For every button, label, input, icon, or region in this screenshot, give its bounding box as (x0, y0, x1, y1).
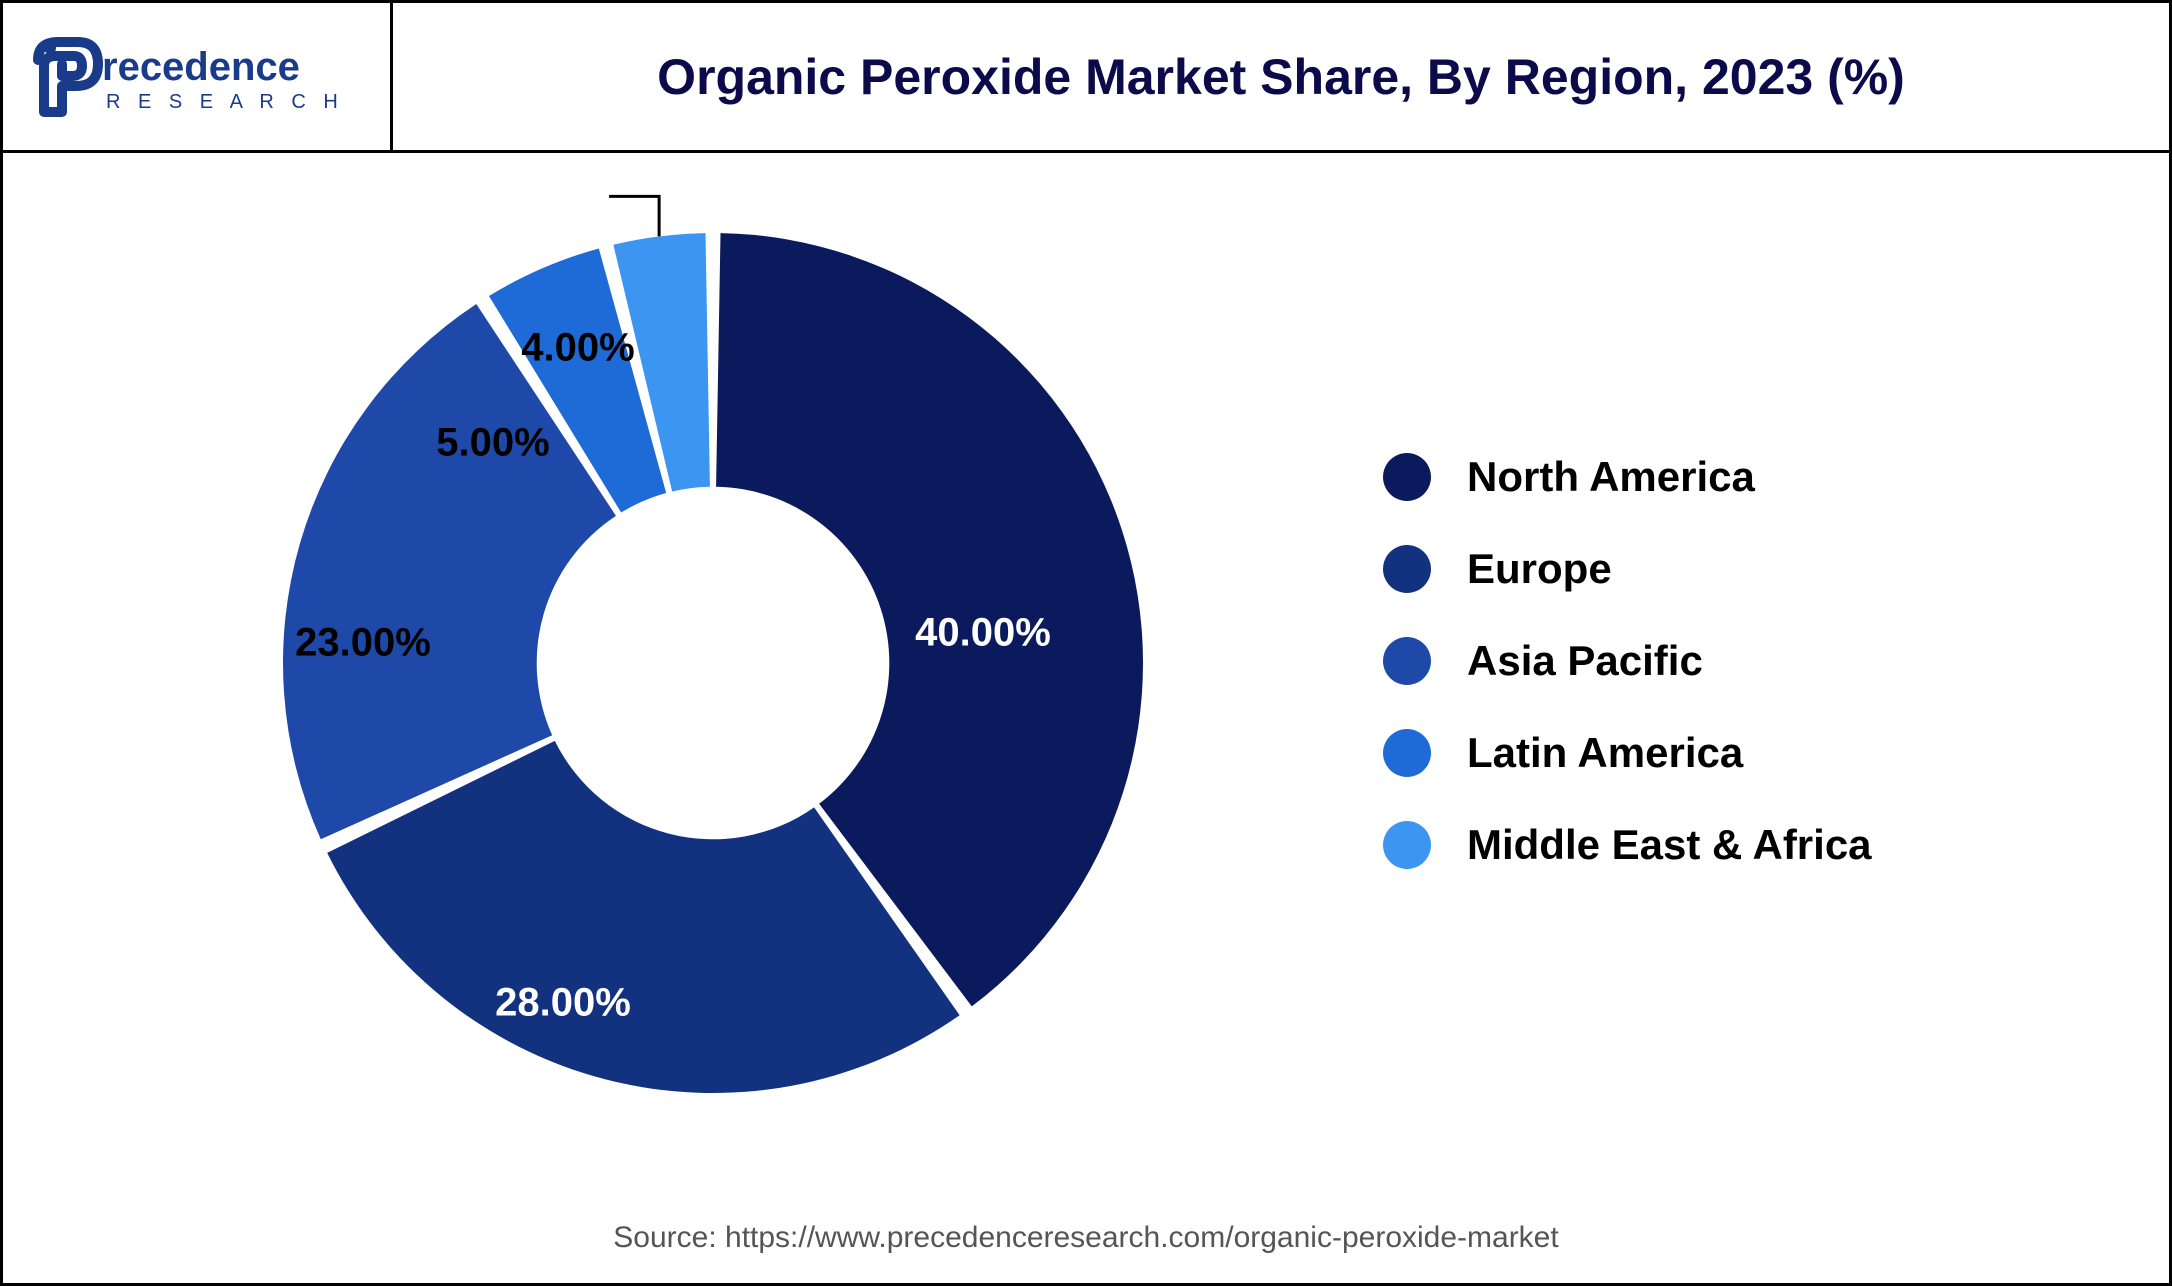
legend-label: Europe (1467, 545, 1612, 593)
legend-dot (1383, 637, 1431, 685)
legend-item: North America (1383, 453, 1872, 501)
slice-label: 5.00% (436, 421, 549, 466)
slice-label: 23.00% (295, 621, 431, 666)
chart-frame: recedence R E S E A R C H Organic Peroxi… (0, 0, 2172, 1286)
logo-text-1: recedence (102, 45, 300, 89)
legend-label: Latin America (1467, 729, 1743, 777)
legend-dot (1383, 545, 1431, 593)
precedence-logo: recedence R E S E A R C H (32, 32, 362, 122)
chart-title: Organic Peroxide Market Share, By Region… (657, 48, 1905, 106)
legend-item: Asia Pacific (1383, 637, 1872, 685)
legend-dot (1383, 821, 1431, 869)
legend-item: Latin America (1383, 729, 1872, 777)
slice-label: 40.00% (915, 611, 1051, 656)
legend-dot (1383, 453, 1431, 501)
source-footer: Source: https://www.precedenceresearch.c… (3, 1197, 2169, 1283)
legend-label: North America (1467, 453, 1755, 501)
logo-box: recedence R E S E A R C H (3, 3, 393, 150)
chart-area: 40.00% 28.00% 23.00% 5.00% 4.00% North Ameri… (3, 153, 2169, 1197)
legend-item: Middle East & Africa (1383, 821, 1872, 869)
legend-label: Middle East & Africa (1467, 821, 1872, 869)
header-row: recedence R E S E A R C H Organic Peroxi… (3, 3, 2169, 153)
legend: North America Europe Asia Pacific Latin Ame… (1383, 453, 1872, 913)
leader-line (609, 196, 659, 236)
slice-label: 28.00% (495, 981, 631, 1026)
title-box: Organic Peroxide Market Share, By Region… (393, 48, 2169, 106)
legend-dot (1383, 729, 1431, 777)
slice-label: 4.00% (521, 326, 634, 371)
legend-label: Asia Pacific (1467, 637, 1703, 685)
legend-item: Europe (1383, 545, 1872, 593)
logo-text-2: R E S E A R C H (106, 91, 344, 113)
